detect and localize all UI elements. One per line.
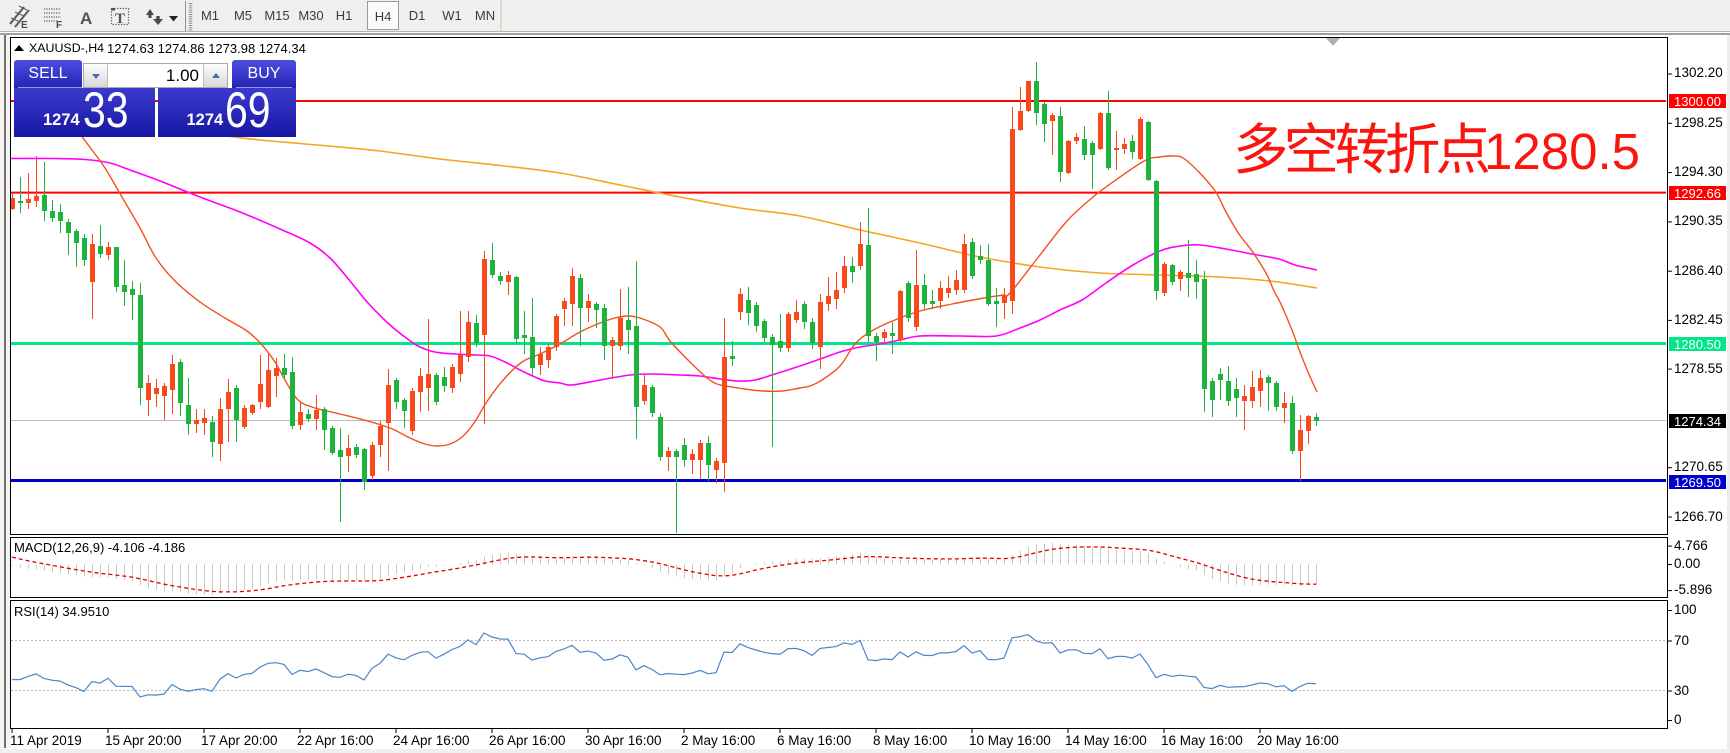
svg-text:E: E xyxy=(21,20,28,31)
svg-text:1280.5: 1280.5 xyxy=(1484,123,1640,180)
svg-text:A: A xyxy=(80,9,92,28)
svg-text:T: T xyxy=(115,11,125,27)
svg-text:F: F xyxy=(56,20,62,31)
